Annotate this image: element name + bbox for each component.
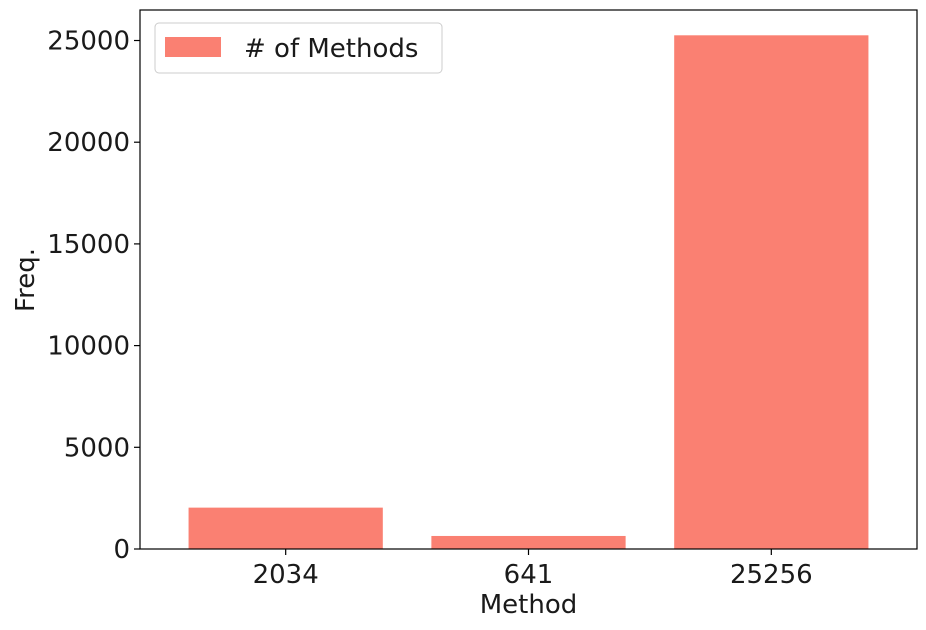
legend: # of Methods: [154, 22, 443, 74]
bar-2034: [188, 507, 383, 549]
x-tick-label: 2034: [253, 560, 319, 590]
x-axis: 2034 641 25256: [253, 549, 813, 590]
y-tick-label: 25000: [47, 27, 130, 57]
bars-group: [188, 35, 869, 549]
legend-frame: [154, 22, 443, 74]
bar-25256: [674, 35, 869, 549]
y-tick-label: 15000: [47, 230, 130, 260]
x-tick-label: 25256: [730, 560, 813, 590]
x-tick-label: 641: [504, 560, 554, 590]
bar-641: [431, 535, 626, 549]
y-axis: 0 5000 10000 15000 20000 25000: [47, 27, 140, 565]
x-axis-label: Method: [480, 590, 578, 620]
y-axis-label: Freq.: [11, 248, 41, 312]
y-tick-label: 5000: [64, 433, 130, 463]
legend-label: # of Methods: [244, 34, 418, 64]
y-tick-label: 0: [113, 535, 130, 565]
y-tick-label: 10000: [47, 332, 130, 362]
y-tick-label: 20000: [47, 128, 130, 158]
legend-swatch: [165, 37, 221, 57]
